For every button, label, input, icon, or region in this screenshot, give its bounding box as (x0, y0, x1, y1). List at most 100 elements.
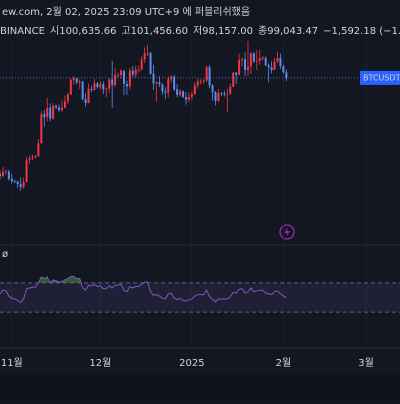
candle-body (205, 67, 208, 81)
candle-body (66, 94, 69, 102)
exchange: BINANCE (0, 26, 45, 37)
candle-body (273, 61, 276, 70)
candle-body (279, 58, 282, 67)
candle-body (158, 82, 161, 85)
candle-body (58, 107, 61, 111)
candle-body (122, 70, 125, 84)
candle-body (34, 156, 37, 157)
legend-label: 고 (121, 26, 130, 37)
rsi-title: ø (2, 249, 8, 260)
candle-body (128, 70, 131, 87)
candle-body (249, 53, 252, 67)
legend-value: 101,456.60 (131, 26, 188, 37)
candle-body (96, 83, 99, 88)
candle-body (220, 93, 223, 94)
candle-body (149, 53, 152, 74)
legend-value: 98,157.00 (202, 26, 253, 37)
candle-body (167, 79, 170, 93)
alert-icon[interactable] (279, 224, 295, 240)
candle-body (63, 101, 66, 108)
candle-body (217, 93, 220, 101)
candle-body (164, 91, 167, 93)
legend-change: −1,592.18 (−1.58%) (323, 26, 400, 37)
candle-body (111, 79, 114, 86)
x-tick-label: 11월 (1, 357, 23, 369)
candle-body (120, 70, 123, 75)
candle-body (276, 58, 279, 62)
candle-body (16, 181, 19, 185)
candle-body (0, 173, 1, 177)
candle-body (13, 181, 16, 183)
candle-body (78, 81, 81, 83)
candle-body (137, 69, 140, 71)
candle-body (49, 107, 52, 119)
candle-body (90, 88, 93, 90)
candle-body (214, 92, 217, 101)
candle-body (105, 88, 108, 90)
candle-body (31, 156, 34, 159)
candle-body (226, 93, 229, 95)
candle-body (155, 82, 158, 84)
candle-body (93, 83, 96, 90)
candle-body (131, 70, 134, 75)
legend-label: 저 (193, 25, 202, 37)
candle-body (117, 74, 120, 76)
symbol-label: BTCUSDT (363, 73, 400, 82)
candle-body (223, 93, 226, 95)
candle-body (87, 88, 90, 103)
candle-body (235, 72, 238, 75)
candle-body (238, 60, 241, 75)
published-note: ew.com, 2월 02, 2025 23:09 UTC+9 에 퍼블리쉬했음 (2, 5, 250, 18)
legend-label: 시 (50, 25, 59, 37)
candle-body (19, 184, 22, 188)
candle-body (102, 84, 105, 90)
candle-body (28, 158, 31, 160)
candle-body (140, 59, 143, 70)
candle-body (43, 114, 46, 117)
candle-body (252, 53, 255, 62)
candle-body (52, 105, 55, 119)
candle-body (1, 171, 4, 177)
x-tick-label: 2월 (276, 357, 292, 369)
candle-body (173, 76, 176, 90)
candle-body (211, 85, 214, 93)
candle-body (270, 67, 273, 70)
candle-body (84, 99, 87, 103)
rsi-line (0, 275, 287, 304)
candle-body (179, 91, 182, 95)
candle-body (114, 74, 117, 86)
candle-body (255, 60, 258, 62)
candle-body (246, 66, 249, 70)
x-tick-label: 2025 (179, 358, 204, 369)
candle-body (143, 53, 146, 60)
legend-label: 종 (258, 25, 267, 37)
candle-body (184, 96, 187, 100)
candle-body (69, 80, 72, 95)
candle-body (22, 182, 25, 188)
candle-body (267, 65, 270, 68)
candle-body (176, 89, 179, 95)
candle-body (258, 58, 261, 61)
x-tick-label: 3월 (358, 357, 374, 369)
candle-body (99, 84, 102, 88)
candle-body (72, 78, 75, 81)
x-tick-label: 12월 (89, 357, 111, 369)
candles (0, 40, 288, 191)
candle-body (244, 59, 247, 70)
candle-body (81, 81, 84, 100)
candle-body (25, 159, 28, 182)
candle-body (182, 91, 185, 97)
symbol-box (360, 70, 400, 85)
candle-body (60, 107, 63, 111)
candle-body (55, 105, 58, 108)
candle-body (232, 72, 235, 87)
bottom-bar (0, 375, 400, 400)
overbought-fill (38, 276, 148, 283)
candle-body (75, 78, 78, 83)
candle-body (202, 80, 205, 82)
candle-body (125, 84, 128, 87)
candle-body (264, 58, 267, 66)
candle-body (282, 66, 285, 73)
candle-body (40, 114, 43, 144)
candle-body (208, 67, 211, 86)
